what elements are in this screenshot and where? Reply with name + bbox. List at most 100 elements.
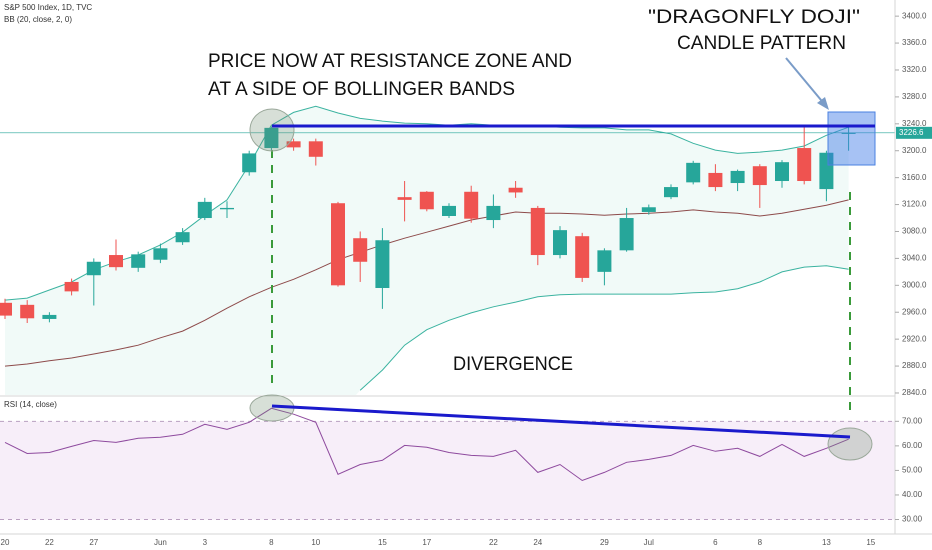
- candle-body: [42, 314, 57, 319]
- y-tick-label: 3040.0: [902, 254, 927, 263]
- x-tick-label: 20: [1, 538, 10, 547]
- candle-body: [841, 132, 856, 134]
- annotation: PRICE NOW AT RESISTANCE ZONE AND: [208, 51, 572, 72]
- y-tick-label: 3200.0: [902, 146, 927, 155]
- y-tick-label: 30.00: [902, 515, 923, 524]
- axes: 3400.0 3360.0 3320.0 3280.0 3240.0 3200.0 3160…: [1, 11, 932, 547]
- y-tick-label: 3080.0: [902, 227, 927, 236]
- x-tick-label: 24: [533, 538, 542, 547]
- y-tick-label: 2960.0: [902, 307, 927, 316]
- candle-body: [131, 254, 146, 268]
- x-tick-label: 22: [489, 538, 498, 547]
- x-tick-label: 29: [600, 538, 609, 547]
- highlight-box: [827, 111, 876, 166]
- x-tick-label: 8: [269, 538, 274, 547]
- arrow-head: [817, 97, 829, 110]
- candle-body: [153, 248, 168, 260]
- candle-body: [730, 170, 745, 184]
- x-tick-label: 15: [866, 538, 875, 547]
- candle-body: [64, 281, 79, 292]
- x-tick-label: Jul: [644, 538, 654, 547]
- candle-body: [464, 191, 479, 219]
- y-tick-label: 3280.0: [902, 92, 927, 101]
- candle-body: [641, 207, 656, 212]
- y-tick-label: 3240.0: [902, 119, 927, 128]
- price-panel: [0, 105, 895, 395]
- candle-body: [752, 166, 767, 186]
- candle-body: [0, 302, 12, 316]
- x-tick-label: 27: [89, 538, 98, 547]
- candle-body: [575, 236, 590, 278]
- annotation: DIVERGENCE: [453, 354, 573, 375]
- candle-body: [220, 207, 234, 210]
- candle-body: [175, 232, 190, 243]
- candle-body: [708, 172, 723, 188]
- x-tick-label: 22: [45, 538, 54, 547]
- candle-body: [109, 255, 123, 268]
- y-tick-label: 60.00: [902, 441, 923, 450]
- candle-body: [331, 203, 345, 286]
- candle-body: [686, 162, 701, 183]
- x-tick-label: Jun: [154, 538, 167, 547]
- candle-body: [597, 250, 612, 272]
- candle-body: [375, 240, 390, 289]
- x-tick-label: 10: [311, 538, 320, 547]
- bollinger-fill: [5, 106, 849, 395]
- highlight-circle: [827, 427, 873, 461]
- y-tick-label: 40.00: [902, 490, 923, 499]
- x-tick-label: 17: [422, 538, 431, 547]
- last-price-tag: [896, 126, 932, 139]
- candle-body: [419, 191, 434, 210]
- x-tick-label: 13: [822, 538, 831, 547]
- arrow-shaft: [785, 57, 827, 107]
- candle-body: [619, 218, 634, 251]
- candle-body: [86, 261, 101, 276]
- chart-title: S&P 500 Index, 1D, TVC: [4, 3, 92, 12]
- rsi-panel: [0, 407, 895, 520]
- candle-body: [20, 304, 35, 319]
- bollinger-lower: [359, 265, 849, 391]
- x-tick-label: 6: [713, 538, 718, 547]
- x-tick-label: 8: [758, 538, 763, 547]
- y-tick-label: 3000.0: [902, 280, 927, 289]
- rsi-label: RSI (14, close): [4, 400, 57, 409]
- rsi-line: [4, 407, 849, 482]
- candle-body: [486, 205, 501, 221]
- y-tick-label: 50.00: [902, 466, 923, 475]
- y-tick-label: 3360.0: [902, 38, 927, 47]
- bollinger-middle: [4, 199, 849, 367]
- candle-body: [797, 148, 812, 182]
- candle-body: [819, 152, 834, 190]
- y-tick-label: 3400.0: [902, 11, 927, 20]
- candle-body: [308, 141, 323, 157]
- candle-body: [197, 201, 212, 219]
- y-tick-label: 2840.0: [902, 388, 927, 397]
- last-price-label: 3226.6: [899, 128, 924, 137]
- x-tick-label: 3: [203, 538, 208, 547]
- candle-body: [442, 205, 456, 217]
- candle-body: [530, 207, 545, 256]
- candle-body: [664, 187, 678, 198]
- y-tick-label: 3160.0: [902, 173, 927, 182]
- y-tick-label: 2880.0: [902, 361, 927, 370]
- y-tick-label: 3120.0: [902, 200, 927, 209]
- rsi-trend-line: [271, 404, 851, 439]
- candle-body: [353, 238, 368, 262]
- bollinger-upper: [4, 105, 849, 301]
- y-tick-label: 70.00: [902, 416, 923, 425]
- candle-body: [242, 153, 257, 173]
- candle-body: [553, 230, 567, 256]
- candle-body: [264, 127, 279, 149]
- annotation: AT A SIDE OF BOLLINGER BANDS: [208, 79, 515, 100]
- candle-body: [508, 187, 523, 193]
- y-tick-label: 2920.0: [902, 334, 927, 343]
- indicator-label: BB (20, close, 2, 0): [4, 15, 72, 24]
- candle-body: [397, 197, 412, 200]
- annotation: "DRAGONFLY DOJI": [648, 7, 860, 28]
- highlight-circle: [249, 108, 295, 152]
- rsi-band: [0, 421, 895, 520]
- candle-body: [775, 162, 789, 182]
- y-tick-label: 3320.0: [902, 65, 927, 74]
